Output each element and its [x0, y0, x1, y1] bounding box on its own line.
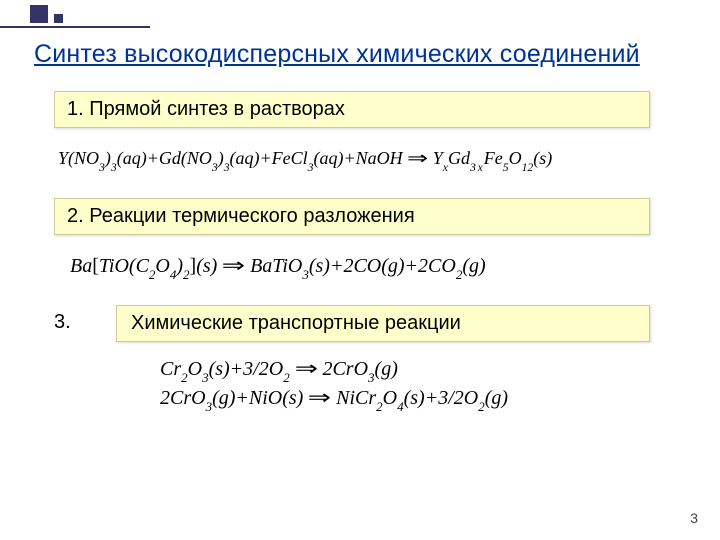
decoration-square-small — [54, 14, 63, 23]
section-1-heading: 1. Прямой синтез в растворах — [54, 91, 650, 128]
section-3-heading: Химические транспортные реакции — [116, 305, 650, 342]
section-3-num: 3. — [54, 305, 116, 342]
equation-1: Y(NO3)3(aq)+Gd(NO3)3(aq)+FeCl3(aq)+NaOH … — [58, 146, 720, 174]
section-1-num: 1. — [67, 98, 84, 120]
equation-2: Ba[TiO(C2O4)2](s) ⇒ BaTiO3(s)+2CO(g)+2CO… — [70, 253, 720, 282]
page-number: 3 — [690, 510, 698, 526]
page-title: Синтез высокодисперсных химических соеди… — [34, 40, 720, 69]
section-2-heading: 2. Реакции термического разложения — [54, 198, 650, 235]
section-2-label: Реакции термического разложения — [89, 205, 414, 227]
section-2-num: 2. — [67, 205, 84, 227]
corner-decoration — [0, 0, 150, 28]
section-1-label: Прямой синтез в растворах — [89, 98, 345, 120]
equation-3: Cr2O3(s)+3/2O2 ⇒ 2CrO3(g) 2CrO3(g)+NiO(s… — [160, 356, 720, 413]
slide-content: Синтез высокодисперсных химических соеди… — [0, 40, 720, 437]
decoration-square-large — [30, 5, 48, 23]
section-3-row: 3. Химические транспортные реакции — [54, 305, 650, 342]
